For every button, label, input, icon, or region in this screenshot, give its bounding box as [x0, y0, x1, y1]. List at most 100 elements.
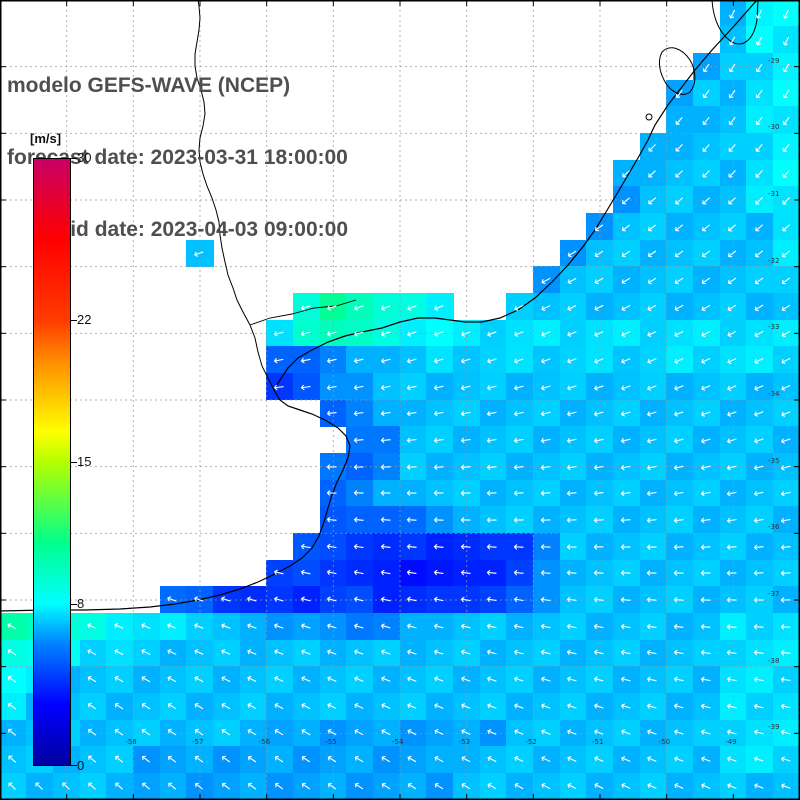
field-cell [639, 453, 667, 481]
field-cell [746, 426, 774, 454]
field-cell [693, 346, 721, 374]
wave-direction-arrow: ↑ [750, 164, 770, 183]
wave-direction-arrow: ↑ [591, 460, 609, 474]
wave-direction-arrow: ↑ [405, 566, 422, 580]
wave-direction-arrow: ↑ [379, 487, 395, 499]
wave-direction-arrow: ↑ [750, 298, 770, 316]
field-cell [559, 293, 587, 321]
wave-direction-arrow: ↑ [751, 30, 769, 50]
wave-direction-arrow: ↑ [271, 566, 289, 581]
wave-direction-arrow: ↑ [777, 164, 796, 183]
wave-direction-arrow: ↑ [190, 645, 210, 662]
wave-direction-arrow: ↑ [485, 567, 502, 580]
wave-direction-arrow: ↑ [217, 698, 236, 716]
wave-direction-arrow: ↑ [297, 777, 316, 796]
wave-direction-arrow: ↑ [324, 353, 342, 367]
wave-direction-arrow: ↑ [751, 778, 769, 795]
wave-direction-arrow: ↑ [511, 619, 529, 634]
wave-direction-arrow: ↑ [325, 487, 342, 500]
wave-direction-arrow: ↑ [590, 325, 610, 342]
wave-direction-arrow: ↑ [351, 326, 369, 341]
wave-direction-arrow: ↑ [724, 84, 743, 103]
wave-direction-arrow: ↑ [297, 724, 316, 742]
wave-direction-arrow: ↑ [751, 432, 769, 448]
wave-direction-arrow: ↑ [457, 672, 476, 688]
field-cell [266, 373, 294, 401]
field-cell [586, 399, 614, 427]
field-cell [746, 399, 774, 427]
wave-direction-arrow: ↑ [458, 406, 476, 421]
wave-direction-arrow: ↑ [724, 778, 743, 795]
wave-direction-arrow: ↑ [697, 752, 716, 768]
wave-direction-arrow: ↑ [617, 271, 636, 289]
field-cell [639, 426, 667, 454]
wave-direction-arrow: ↑ [670, 217, 690, 236]
field-cell [399, 399, 427, 427]
lon-label: -54 [392, 738, 404, 746]
wave-direction-arrow: ↑ [190, 777, 210, 796]
wave-direction-arrow: ↑ [618, 620, 635, 634]
wave-direction-arrow: ↑ [512, 487, 528, 500]
field-cell [666, 239, 694, 267]
wave-direction-arrow: ↑ [485, 433, 502, 447]
wave-direction-arrow: ↑ [538, 619, 556, 634]
wave-direction-arrow: ↑ [351, 406, 369, 420]
wave-direction-arrow: ↑ [671, 405, 689, 421]
wave-direction-arrow: ↑ [137, 618, 156, 635]
wave-direction-arrow: ↑ [298, 353, 316, 367]
wave-direction-arrow: ↑ [777, 190, 796, 210]
wave-direction-arrow: ↑ [325, 380, 342, 394]
wave-direction-arrow: ↑ [698, 459, 716, 474]
wave-direction-arrow: ↑ [777, 244, 796, 263]
wave-direction-arrow: ↑ [777, 84, 796, 103]
wave-direction-arrow: ↑ [404, 593, 422, 607]
field-cell [639, 399, 667, 427]
wave-direction-arrow: ↑ [298, 592, 316, 608]
wave-direction-arrow: ↑ [752, 567, 768, 580]
wave-direction-arrow: ↑ [484, 619, 502, 634]
wave-direction-arrow: ↑ [404, 352, 422, 368]
wave-direction-arrow: ↑ [537, 271, 556, 289]
wave-direction-arrow: ↑ [431, 433, 449, 447]
field-cell [559, 479, 587, 507]
wave-direction-arrow: ↑ [325, 540, 342, 554]
field-cell [719, 159, 747, 187]
wave-direction-arrow: ↑ [324, 326, 342, 341]
field-cell [399, 293, 427, 321]
wave-direction-arrow: ↑ [725, 620, 742, 633]
wave-direction-arrow: ↑ [538, 433, 556, 447]
field-cell [613, 346, 641, 374]
wave-direction-arrow: ↑ [538, 487, 555, 500]
lat-label: -33 [768, 323, 780, 332]
field-cell [773, 346, 800, 374]
wave-direction-arrow: ↑ [751, 459, 769, 474]
wave-direction-arrow: ↑ [511, 646, 529, 661]
field-cell [693, 213, 721, 241]
colorbar-gradient [33, 158, 71, 766]
wave-direction-arrow: ↑ [431, 645, 449, 661]
wave-direction-arrow: ↑ [377, 619, 396, 634]
wave-direction-arrow: ↑ [458, 567, 475, 580]
field-cell [479, 319, 507, 347]
wave-direction-arrow: ↑ [110, 777, 130, 796]
wave-direction-arrow: ↑ [645, 540, 662, 553]
wave-direction-arrow: ↑ [750, 244, 770, 263]
wave-direction-arrow: ↑ [724, 432, 743, 448]
wave-direction-arrow: ↑ [778, 699, 796, 714]
wave-direction-arrow: ↑ [590, 752, 610, 768]
wave-direction-arrow: ↑ [751, 57, 769, 76]
wave-direction-arrow: ↑ [565, 593, 582, 607]
wave-direction-arrow: ↑ [298, 326, 316, 341]
wave-direction-arrow: ↑ [564, 325, 583, 342]
field-cell [666, 399, 694, 427]
wave-direction-arrow: ↑ [137, 724, 156, 743]
field-cell [773, 239, 800, 267]
wave-direction-arrow: ↑ [617, 752, 636, 768]
wave-direction-arrow: ↑ [591, 487, 609, 500]
wave-direction-arrow: ↑ [591, 620, 609, 634]
field-cell [639, 266, 667, 294]
wave-direction-arrow: ↑ [617, 778, 636, 795]
wave-direction-arrow: ↑ [670, 298, 690, 316]
wave-direction-arrow: ↑ [484, 406, 502, 421]
wave-direction-arrow: ↑ [698, 646, 715, 660]
